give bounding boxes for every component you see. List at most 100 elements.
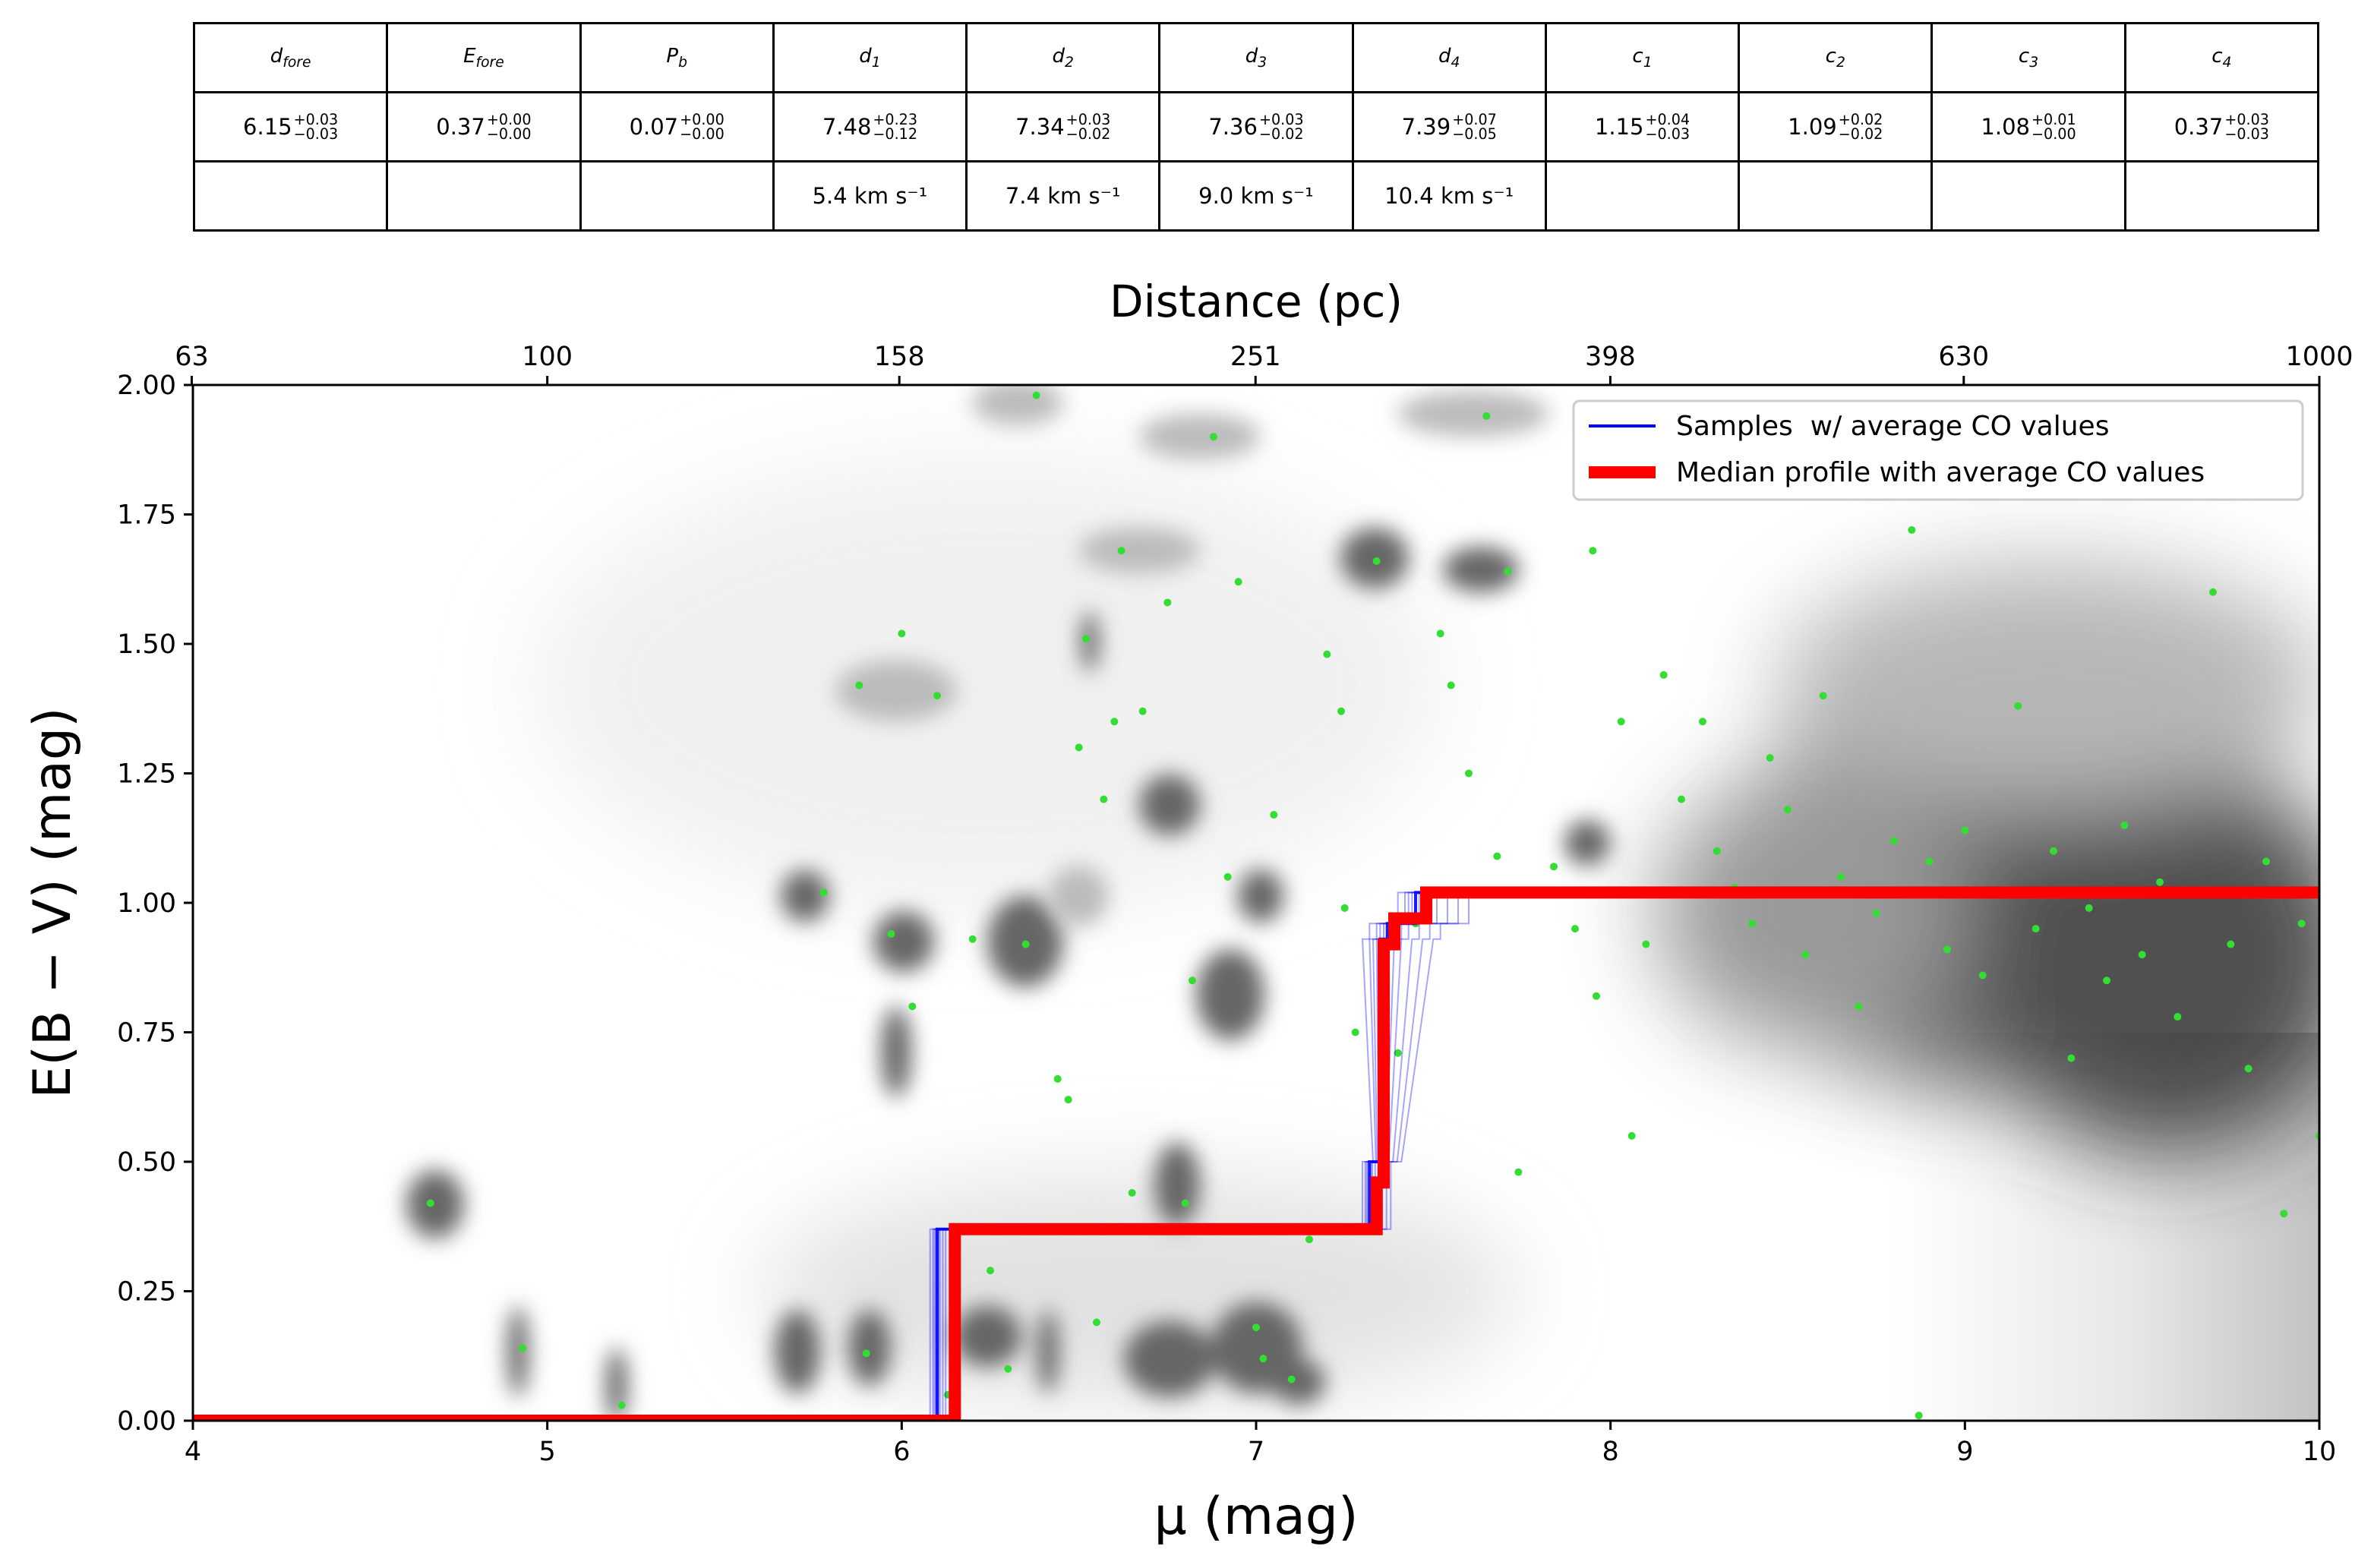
sample-line [193, 891, 2319, 1421]
source-point [1210, 433, 1217, 441]
source-point [1252, 1323, 1260, 1332]
source-point [1819, 692, 1827, 700]
value-cell: 7.36 +0.03 −0.02 [1158, 91, 1354, 162]
source-point [1890, 837, 1898, 845]
parameter-table: dfore Efore Pb d1 d2 d3 d4 c1 c2 c3 c4 6.15 +0.03 −0… [192, 22, 2320, 232]
median-profile-line [193, 886, 2319, 1421]
y-tick-label: 0.50 [117, 1147, 176, 1178]
y-tick-label: 1.25 [117, 759, 176, 790]
source-point [1908, 525, 1916, 534]
source-point [1305, 1235, 1313, 1244]
source-point [2103, 976, 2110, 985]
y-tick-label: 2.00 [117, 371, 176, 401]
source-point [1082, 635, 1090, 643]
value-cell: 6.15 +0.03 −0.03 [192, 91, 389, 162]
source-point [1323, 650, 1331, 658]
source-point [2120, 821, 2129, 829]
source-point [1748, 920, 1757, 928]
velocity-cell [1930, 160, 2126, 232]
source-point [987, 1267, 994, 1275]
source-point [1138, 707, 1147, 715]
source-point [933, 692, 941, 700]
value-cell: 0.37 +0.00 −0.00 [386, 91, 582, 162]
source-point [1093, 1318, 1100, 1327]
source-point [1978, 971, 1987, 980]
source-point [887, 929, 895, 938]
y-tick-label: 0.00 [117, 1406, 176, 1437]
source-point [1128, 1188, 1136, 1197]
source-point [1163, 598, 1172, 607]
source-point [2227, 940, 2235, 948]
source-point [2138, 951, 2146, 959]
value-cell: 1.08 +0.01 −0.00 [1930, 91, 2126, 162]
source-point [1784, 806, 1792, 814]
y-tick-label: 1.75 [117, 500, 176, 531]
top-tick-label: 63 [175, 342, 209, 372]
value-cell: 1.15 +0.04 −0.03 [1544, 91, 1741, 162]
source-point [1234, 578, 1242, 586]
source-point [1223, 872, 1232, 881]
source-point [1915, 1412, 1923, 1420]
source-point [819, 888, 828, 897]
header-cell: d4 [1351, 22, 1547, 93]
header-cell: Efore [386, 22, 582, 93]
source-point [1337, 707, 1345, 715]
value-cell: 0.07 +0.00 −0.00 [579, 91, 775, 162]
source-point [1075, 743, 1083, 752]
source-point [1514, 1168, 1523, 1176]
source-point [1504, 567, 1512, 576]
source-point [1872, 909, 1880, 917]
source-point [1855, 1002, 1863, 1011]
source-point [968, 935, 977, 943]
source-point [1351, 1028, 1359, 1036]
velocity-cell [2123, 160, 2320, 232]
source-point [1340, 904, 1349, 912]
density-background [193, 385, 2319, 1421]
source-point [2031, 925, 2040, 933]
value-cell: 0.37 +0.03 −0.03 [2123, 91, 2320, 162]
source-point [1482, 412, 1491, 420]
source-point [1493, 852, 1501, 860]
source-point [2209, 588, 2217, 596]
velocity-cell: 7.4 km s⁻¹ [965, 160, 1161, 232]
y-tick-label: 0.75 [117, 1018, 176, 1049]
source-point [2085, 904, 2093, 912]
source-point [1181, 1199, 1189, 1207]
source-point [1100, 795, 1108, 803]
source-point [1766, 754, 1774, 762]
top-tick-label: 100 [522, 342, 573, 372]
parameter-velocity-row: 5.4 km s⁻¹ 7.4 km s⁻¹ 9.0 km s⁻¹ 10.4 km s⁻… [192, 160, 2320, 232]
x-tick-label: 9 [1956, 1437, 1973, 1467]
source-point [1961, 826, 1969, 834]
source-point [1394, 1049, 1402, 1057]
y-axis: 0.00 0.25 0.50 0.75 1.00 1.25 1.50 1.75 2.00 [117, 371, 193, 1437]
source-point [1699, 718, 1706, 726]
x-tick-label: 8 [1602, 1437, 1619, 1467]
header-cell: d2 [965, 22, 1161, 93]
source-point [1593, 992, 1600, 1000]
source-point [1004, 1365, 1012, 1373]
source-point [1659, 670, 1668, 679]
source-point [898, 629, 906, 638]
x-axis-label: μ (mag) [1154, 1487, 1358, 1547]
legend: Samples w/ average CO values Median prof… [1572, 399, 2304, 501]
velocity-cell [1544, 160, 1741, 232]
source-point [1270, 811, 1278, 819]
bottom-x-axis: 4 5 6 7 8 9 10 [185, 1421, 2336, 1467]
source-point [2174, 1013, 2182, 1021]
header-cell: c4 [2123, 22, 2320, 93]
source-point [1589, 547, 1597, 555]
y-tick-label: 0.25 [117, 1277, 176, 1308]
source-point [1064, 1096, 1072, 1104]
source-point [1110, 718, 1119, 726]
source-point [1117, 547, 1125, 555]
top-tick-label: 158 [874, 342, 925, 372]
source-point [1032, 391, 1040, 399]
source-point [426, 1199, 434, 1207]
top-tick-label: 1000 [2285, 342, 2353, 372]
parameter-header-row: dfore Efore Pb d1 d2 d3 d4 c1 c2 c3 c4 [192, 22, 2320, 93]
x-tick-label: 7 [1248, 1437, 1264, 1467]
x-tick-label: 6 [893, 1437, 910, 1467]
source-point [2014, 702, 2022, 710]
source-point [1943, 945, 1951, 954]
